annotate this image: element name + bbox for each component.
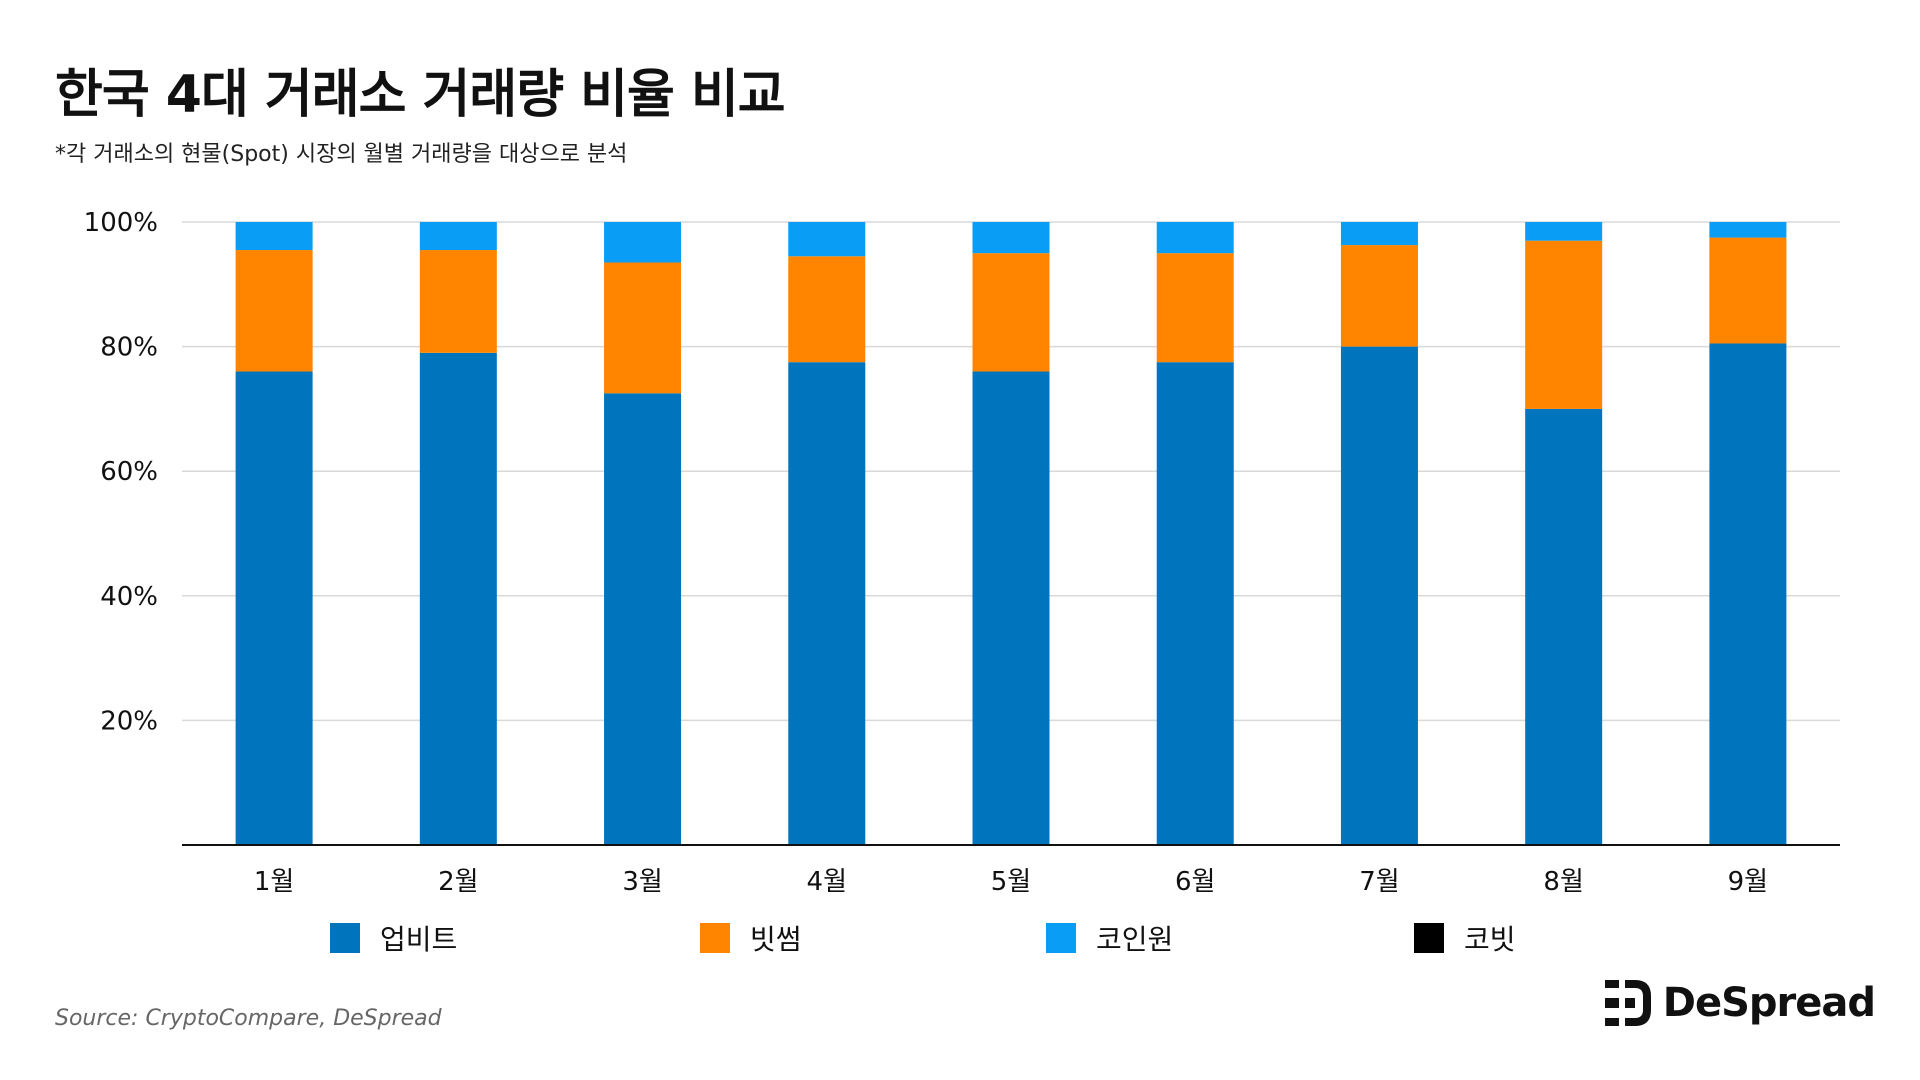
bar-segment	[972, 222, 1050, 254]
bar-segment	[1709, 237, 1787, 344]
stacked-bar-chart: 20% 40% 60% 80% 100% 1월 2월 3월 4월 5월 6월 7월 8월 9월	[84, 208, 1840, 897]
bar-segment	[1709, 222, 1787, 238]
bar-segment	[788, 362, 866, 845]
x-tick-label: 1월	[254, 867, 294, 897]
legend-label-bithumb: 빗썸	[750, 923, 802, 956]
x-tick-label: 9월	[1728, 867, 1768, 897]
bar-segment	[1709, 343, 1787, 845]
bar-segment	[972, 371, 1050, 845]
bar-segment	[1156, 362, 1234, 845]
y-tick-label: 60%	[100, 457, 158, 487]
despread-logo-icon	[1604, 980, 1651, 1026]
x-tick-label: 7월	[1359, 867, 1399, 897]
bar-segment	[788, 256, 866, 363]
bar-segment	[972, 253, 1050, 372]
x-tick-label: 5월	[991, 867, 1031, 897]
bar-segment	[419, 250, 497, 353]
y-tick-label: 80%	[100, 333, 158, 363]
legend-swatch-korbit	[1414, 923, 1444, 953]
bar-segment	[788, 222, 866, 257]
bar-segment	[235, 222, 313, 251]
x-tick-label: 3월	[622, 867, 662, 897]
bar-segment	[419, 352, 497, 845]
chart-title: 한국 4대 거래소 거래량 비율 비교	[55, 65, 786, 125]
x-tick-label: 4월	[807, 867, 847, 897]
bar-segment	[1525, 240, 1603, 409]
y-tick-label: 40%	[100, 582, 158, 612]
bar-segment	[1525, 222, 1603, 241]
source-note: Source: CryptoCompare, DeSpread	[55, 1006, 442, 1031]
y-tick-label: 20%	[100, 706, 158, 736]
x-tick-label: 2월	[438, 867, 478, 897]
legend-item-bithumb: 빗썸	[700, 918, 802, 958]
brand-logo: DeSpread	[1604, 980, 1876, 1026]
bar-segment	[235, 371, 313, 845]
bar-segment	[1340, 222, 1418, 246]
legend-label-korbit: 코빗	[1464, 923, 1516, 956]
legend-swatch-coinone	[1046, 923, 1076, 953]
x-tick-label: 8월	[1543, 867, 1583, 897]
bar-segment	[235, 250, 313, 372]
legend-item-coinone: 코인원	[1046, 918, 1173, 958]
bar-segment	[1156, 222, 1234, 254]
bar-segment	[1525, 408, 1603, 845]
legend-label-coinone: 코인원	[1096, 923, 1174, 956]
legend-label-upbit: 업비트	[380, 923, 458, 956]
x-tick-label: 6월	[1175, 867, 1215, 897]
legend-item-upbit: 업비트	[330, 918, 457, 958]
legend-item-korbit: 코빗	[1414, 918, 1516, 958]
y-tick-label: 100%	[84, 208, 158, 238]
bar-segment	[604, 262, 682, 394]
bar-segment	[1340, 346, 1418, 845]
bar-segment	[1156, 253, 1234, 363]
bar-segment	[1340, 245, 1418, 347]
chart-legend: 업비트 빗썸 코인원 코빗	[0, 918, 1920, 958]
chart-subtitle: *각 거래소의 현물(Spot) 시장의 월별 거래량을 대상으로 분석	[55, 142, 628, 167]
legend-swatch-bithumb	[700, 923, 730, 953]
bar-segment	[604, 393, 682, 845]
legend-swatch-upbit	[330, 923, 360, 953]
bar-segment	[419, 222, 497, 251]
brand-name: DeSpread	[1662, 980, 1876, 1026]
bar-segment	[604, 222, 682, 263]
